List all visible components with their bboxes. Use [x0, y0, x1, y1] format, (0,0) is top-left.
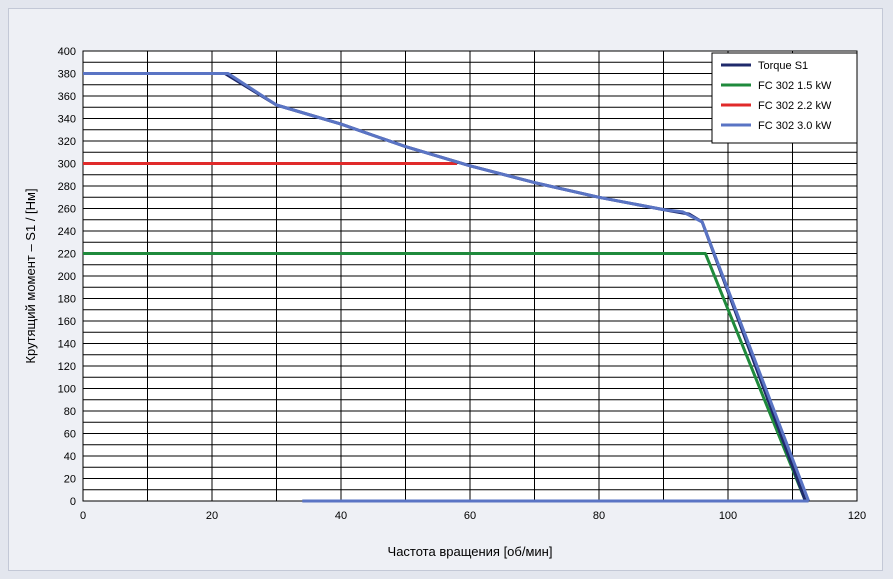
y-tick-label: 200 [58, 271, 76, 283]
y-tick-label: 320 [58, 136, 76, 148]
y-tick-label: 0 [70, 496, 76, 508]
legend-label: FC 302 3.0 kW [758, 120, 832, 132]
series-lines [83, 72, 811, 503]
series-line [83, 252, 807, 502]
legend: Torque S1 FC 302 1.5 kW FC 302 2.2 kW FC 30… [711, 52, 858, 144]
x-tick-label: 60 [464, 510, 476, 522]
y-tick-label: 380 [58, 69, 76, 81]
legend-label: FC 302 2.2 kW [758, 100, 832, 112]
x-tick-label: 20 [206, 510, 218, 522]
y-tick-label: 260 [58, 204, 76, 216]
torque-speed-chart: 0 20 40 60 80 100 120 0 20 40 60 80 100 120 140 160 180… [23, 46, 866, 559]
series-line [83, 72, 811, 502]
y-tick-label: 80 [64, 406, 76, 418]
y-tick-label: 240 [58, 226, 76, 238]
y-tick-label: 220 [58, 249, 76, 261]
x-axis-title: Частота вращения [об/мин] [388, 544, 553, 559]
legend-label: FC 302 1.5 kW [758, 80, 832, 92]
y-tick-label: 300 [58, 159, 76, 171]
y-axis-title: Крутящий момент – S1 / [Нм] [23, 188, 38, 363]
x-tick-label: 100 [719, 510, 737, 522]
y-tick-label: 60 [64, 429, 76, 441]
legend-label: Torque S1 [758, 60, 808, 72]
y-tick-label: 160 [58, 316, 76, 328]
y-tick-label: 120 [58, 361, 76, 373]
y-tick-label: 280 [58, 181, 76, 193]
y-tick-label: 20 [64, 474, 76, 486]
legend-box [711, 52, 858, 144]
y-tick-labels: 0 20 40 60 80 100 120 140 160 180 200 220 240 260 280 3… [58, 46, 76, 508]
y-tick-label: 100 [58, 384, 76, 396]
grid-lines [83, 51, 857, 501]
y-tick-label: 360 [58, 91, 76, 103]
y-tick-label: 400 [58, 46, 76, 58]
x-tick-label: 40 [335, 510, 347, 522]
x-tick-label: 0 [80, 510, 86, 522]
x-tick-labels: 0 20 40 60 80 100 120 [80, 510, 866, 522]
x-tick-label: 80 [593, 510, 605, 522]
y-tick-label: 180 [58, 294, 76, 306]
x-tick-label: 120 [848, 510, 866, 522]
y-tick-label: 140 [58, 339, 76, 351]
chart-frame: 0 20 40 60 80 100 120 0 20 40 60 80 100 120 140 160 180… [8, 8, 883, 571]
y-tick-label: 40 [64, 451, 76, 463]
y-tick-label: 340 [58, 114, 76, 126]
